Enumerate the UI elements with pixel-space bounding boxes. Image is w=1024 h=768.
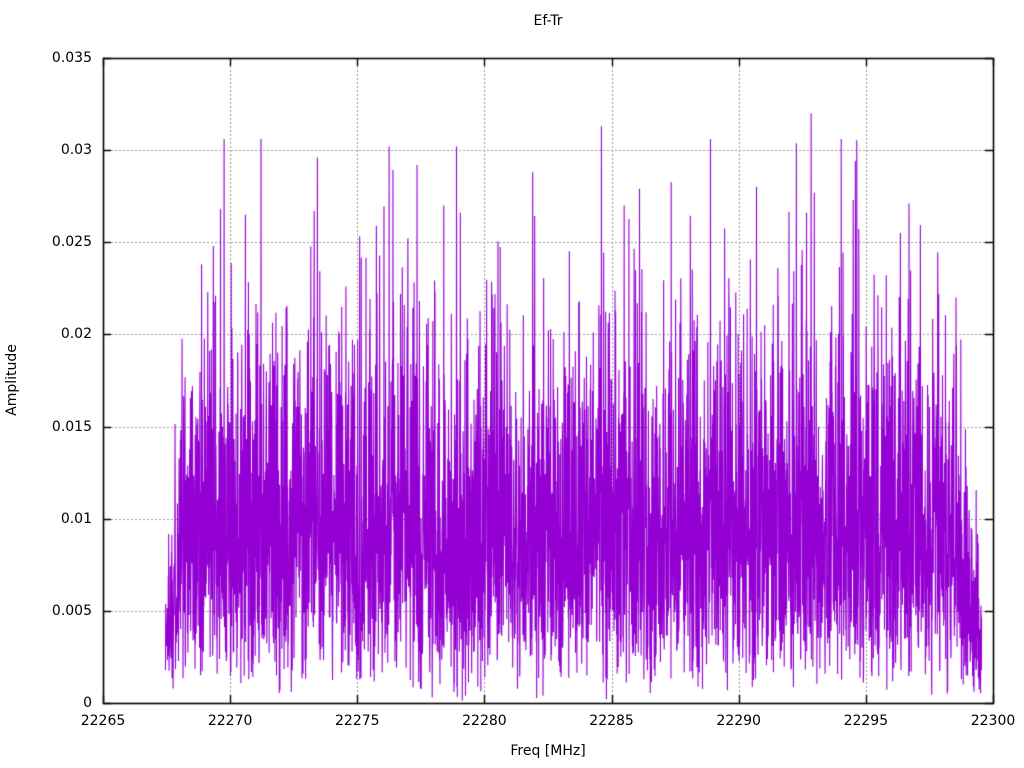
y-tick-label: 0.035 — [51, 50, 92, 66]
y-tick-label: 0.01 — [60, 510, 92, 527]
y-tick-label: 0.025 — [51, 234, 92, 251]
y-tick-label: 0.015 — [51, 418, 92, 435]
chart-title: Ef-Tr — [533, 13, 563, 29]
y-tick-label: 0.03 — [60, 142, 92, 159]
x-tick-label: 22270 — [207, 713, 253, 729]
x-tick-label: 22285 — [589, 713, 634, 729]
x-tick-label: 22275 — [335, 713, 380, 729]
x-tick-label: 22295 — [843, 713, 889, 729]
y-tick-label: 0.005 — [51, 602, 92, 619]
x-tick-label: 22290 — [716, 713, 761, 729]
y-tick-label: 0.02 — [60, 326, 92, 343]
y-tick-label: 0 — [83, 695, 92, 711]
y-axis-label: Amplitude — [4, 344, 20, 416]
x-tick-label: 22300 — [970, 713, 1016, 729]
x-axis-label: Freq [MHz] — [510, 743, 586, 759]
x-tick-label: 22280 — [462, 713, 507, 729]
x-tick-label: 22265 — [80, 713, 126, 729]
